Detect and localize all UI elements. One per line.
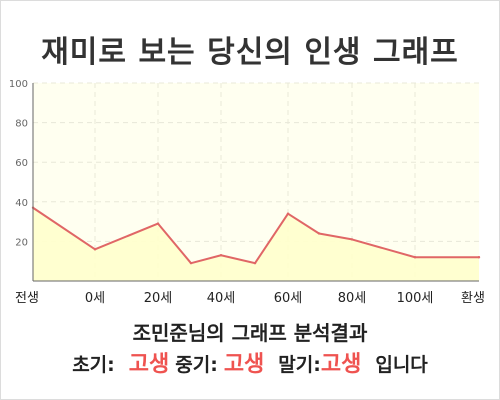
data-point (413, 256, 417, 259)
ending-text: 입니다 (375, 354, 428, 376)
data-point (350, 238, 354, 241)
y-tick-label: 40 (15, 198, 28, 209)
x-tick-label: 20세 (144, 291, 173, 306)
x-tick-label: 전생 (15, 291, 39, 306)
data-point (286, 212, 290, 215)
x-tick-label: 100세 (397, 291, 434, 306)
data-point (477, 256, 481, 259)
data-point (219, 254, 223, 257)
mid-value: 고생 (223, 352, 265, 377)
early-label: 초기: (72, 354, 115, 376)
area-fill (33, 207, 479, 281)
result-heading: 조민준님의 그래프 분석결과 (132, 321, 368, 345)
life-chart: 20 40 60 80 100 전생 0세 20세 40세 60세 80세 100세 환생 (9, 79, 485, 306)
data-point (93, 248, 97, 251)
early-value: 고생 (128, 352, 170, 377)
y-tick-label: 80 (15, 119, 28, 130)
x-tick-label: 40세 (207, 291, 236, 306)
y-tick-label: 100 (9, 79, 28, 90)
page-title: 재미로 보는 당신의 인생 그래프 (41, 35, 459, 70)
mid-label: 중기: (175, 354, 218, 376)
late-value: 고생 (320, 352, 362, 377)
data-point (156, 222, 160, 225)
x-tick-label: 80세 (338, 291, 367, 306)
data-point (189, 261, 193, 265)
data-point (317, 232, 321, 235)
late-label: 말기: (278, 354, 321, 376)
result-line: 초기: 고생 중기: 고생 말기:고생 입니다 (1, 349, 499, 381)
y-tick-label: 60 (15, 158, 28, 169)
x-tick-label: 60세 (274, 291, 303, 306)
y-tick-label: 20 (15, 237, 28, 248)
x-tick-label: 환생 (461, 291, 485, 306)
x-tick-label: 0세 (85, 291, 105, 306)
data-point (253, 261, 257, 265)
